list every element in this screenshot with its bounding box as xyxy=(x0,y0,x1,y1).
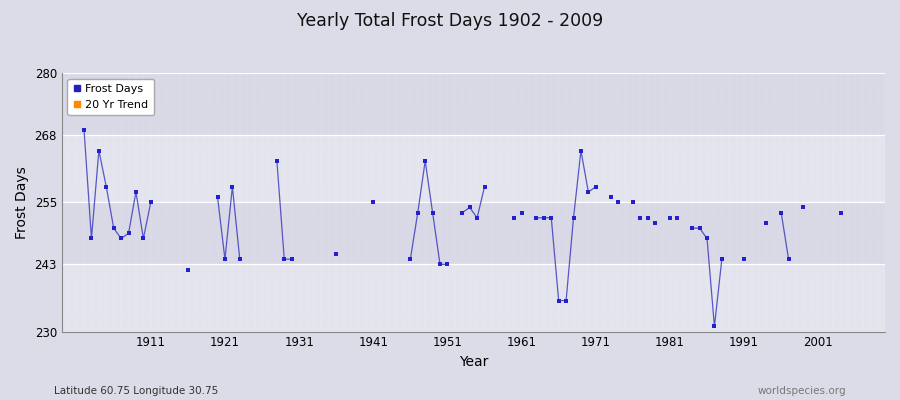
Text: Latitude 60.75 Longitude 30.75: Latitude 60.75 Longitude 30.75 xyxy=(54,386,218,396)
Y-axis label: Frost Days: Frost Days xyxy=(15,166,29,239)
X-axis label: Year: Year xyxy=(459,355,488,369)
Legend: Frost Days, 20 Yr Trend: Frost Days, 20 Yr Trend xyxy=(68,78,154,115)
Bar xyxy=(62,264,885,332)
Bar xyxy=(62,73,885,135)
Bar xyxy=(62,202,885,264)
Text: worldspecies.org: worldspecies.org xyxy=(758,386,846,396)
Bar xyxy=(62,135,885,202)
Text: Yearly Total Frost Days 1902 - 2009: Yearly Total Frost Days 1902 - 2009 xyxy=(297,12,603,30)
